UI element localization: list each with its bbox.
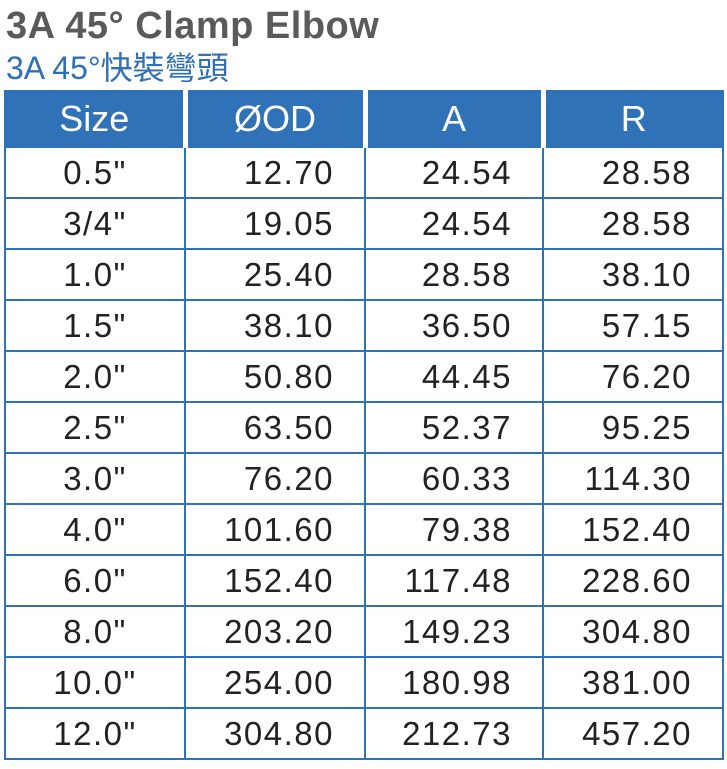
cell-size: 6.0" [4, 554, 186, 607]
title-chinese: 3A 45°快裝彎頭 [6, 50, 229, 86]
table-header-row: Size ØOD A R [4, 90, 724, 148]
header-size: Size [4, 90, 188, 148]
cell-r: 304.80 [542, 605, 724, 658]
table-row: 2.5" 63.50 52.37 95.25 [4, 401, 724, 454]
cell-od: 63.50 [184, 401, 366, 454]
cell-a: 60.33 [364, 452, 544, 505]
table-row: 6.0" 152.40 117.48 228.60 [4, 554, 724, 607]
cell-r: 381.00 [542, 656, 724, 709]
cell-size: 0.5" [4, 146, 186, 199]
cell-r: 228.60 [542, 554, 724, 607]
cell-size: 4.0" [4, 503, 186, 556]
table-row: 0.5" 12.70 24.54 28.58 [4, 146, 724, 199]
cell-a: 24.54 [364, 146, 544, 199]
cell-a: 28.58 [364, 248, 544, 301]
cell-size: 2.0" [4, 350, 186, 403]
cell-r: 114.30 [542, 452, 724, 505]
table-row: 12.0" 304.80 212.73 457.20 [4, 707, 724, 760]
cell-a: 149.23 [364, 605, 544, 658]
table-row: 3/4" 19.05 24.54 28.58 [4, 197, 724, 250]
cell-size: 10.0" [4, 656, 186, 709]
cell-size: 1.0" [4, 248, 186, 301]
cell-od: 76.20 [184, 452, 366, 505]
cell-r: 38.10 [542, 248, 724, 301]
cell-od: 101.60 [184, 503, 366, 556]
cell-r: 457.20 [542, 707, 724, 760]
cell-a: 52.37 [364, 401, 544, 454]
dimension-table: Size ØOD A R 0.5" 12.70 24.54 28.58 3/4" 19.0… [4, 90, 724, 760]
cell-size: 8.0" [4, 605, 186, 658]
cell-a: 79.38 [364, 503, 544, 556]
cell-a: 212.73 [364, 707, 544, 760]
cell-od: 50.80 [184, 350, 366, 403]
cell-od: 19.05 [184, 197, 366, 250]
table-row: 1.0" 25.40 28.58 38.10 [4, 248, 724, 301]
table-row: 8.0" 203.20 149.23 304.80 [4, 605, 724, 658]
header-a: A [362, 90, 546, 148]
cell-r: 28.58 [542, 146, 724, 199]
cell-od: 38.10 [184, 299, 366, 352]
cell-r: 28.58 [542, 197, 724, 250]
cell-a: 117.48 [364, 554, 544, 607]
table-row: 10.0" 254.00 180.98 381.00 [4, 656, 724, 709]
cell-od: 304.80 [184, 707, 366, 760]
table-body: 0.5" 12.70 24.54 28.58 3/4" 19.05 24.54 28.58 1.… [4, 146, 724, 760]
cell-size: 2.5" [4, 401, 186, 454]
cell-od: 203.20 [184, 605, 366, 658]
cell-od: 25.40 [184, 248, 366, 301]
table-row: 1.5" 38.10 36.50 57.15 [4, 299, 724, 352]
cell-a: 180.98 [364, 656, 544, 709]
cell-r: 76.20 [542, 350, 724, 403]
cell-od: 12.70 [184, 146, 366, 199]
cell-r: 95.25 [542, 401, 724, 454]
title-english: 3A 45° Clamp Elbow [6, 5, 380, 47]
table-row: 4.0" 101.60 79.38 152.40 [4, 503, 724, 556]
header-od: ØOD [182, 90, 368, 148]
cell-a: 24.54 [364, 197, 544, 250]
header-r: R [540, 90, 724, 148]
table-row: 2.0" 50.80 44.45 76.20 [4, 350, 724, 403]
cell-size: 1.5" [4, 299, 186, 352]
cell-od: 152.40 [184, 554, 366, 607]
cell-a: 44.45 [364, 350, 544, 403]
cell-r: 152.40 [542, 503, 724, 556]
cell-size: 3/4" [4, 197, 186, 250]
cell-od: 254.00 [184, 656, 366, 709]
table-row: 3.0" 76.20 60.33 114.30 [4, 452, 724, 505]
cell-r: 57.15 [542, 299, 724, 352]
cell-a: 36.50 [364, 299, 544, 352]
cell-size: 12.0" [4, 707, 186, 760]
cell-size: 3.0" [4, 452, 186, 505]
